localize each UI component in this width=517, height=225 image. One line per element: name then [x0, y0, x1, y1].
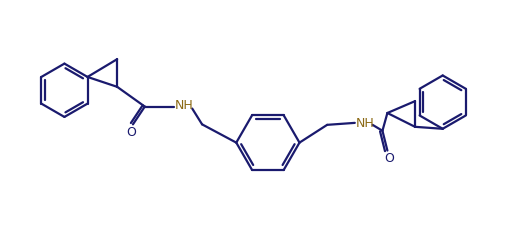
Text: NH: NH	[355, 117, 374, 130]
Text: O: O	[385, 152, 394, 165]
Text: NH: NH	[175, 99, 194, 112]
Text: O: O	[126, 126, 136, 139]
